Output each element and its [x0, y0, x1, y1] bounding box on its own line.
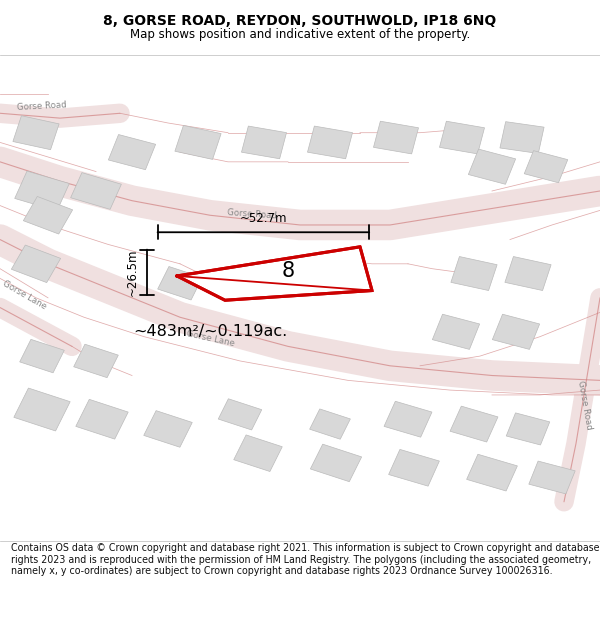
Text: Contains OS data © Crown copyright and database right 2021. This information is : Contains OS data © Crown copyright and d…	[11, 543, 599, 576]
Text: Gorse Lane: Gorse Lane	[185, 329, 235, 349]
Bar	[23, 196, 73, 234]
Polygon shape	[177, 247, 372, 300]
Bar	[469, 149, 515, 184]
Bar	[439, 121, 485, 154]
Bar	[389, 449, 439, 486]
Bar	[71, 173, 121, 209]
Bar	[109, 134, 155, 170]
Bar	[11, 245, 61, 282]
Bar	[74, 344, 118, 377]
Text: Gorse Road: Gorse Road	[576, 379, 594, 430]
Text: Gorse Road: Gorse Road	[17, 100, 67, 112]
Bar	[158, 266, 202, 300]
Bar	[241, 126, 287, 159]
Bar	[433, 314, 479, 349]
Bar	[234, 435, 282, 471]
Bar	[76, 399, 128, 439]
Bar	[506, 413, 550, 445]
Bar	[450, 406, 498, 442]
Text: 8: 8	[281, 261, 295, 281]
Bar	[524, 151, 568, 182]
Bar	[218, 399, 262, 430]
Bar	[307, 126, 353, 159]
Text: Map shows position and indicative extent of the property.: Map shows position and indicative extent…	[130, 28, 470, 41]
Bar	[384, 401, 432, 437]
Bar	[15, 171, 69, 211]
Bar	[175, 126, 221, 159]
Text: Gorse Road: Gorse Road	[227, 208, 277, 221]
Bar	[373, 121, 419, 154]
Text: 8, GORSE ROAD, REYDON, SOUTHWOLD, IP18 6NQ: 8, GORSE ROAD, REYDON, SOUTHWOLD, IP18 6…	[103, 14, 497, 28]
Bar	[500, 122, 544, 154]
Bar	[310, 444, 362, 482]
Bar	[20, 339, 64, 372]
Text: ~483m²/~0.119ac.: ~483m²/~0.119ac.	[133, 324, 287, 339]
Bar	[144, 411, 192, 447]
Bar	[493, 314, 539, 349]
Bar	[505, 256, 551, 291]
Bar	[310, 409, 350, 439]
Text: ~52.7m: ~52.7m	[239, 212, 287, 225]
Bar	[467, 454, 517, 491]
Text: ~26.5m: ~26.5m	[125, 249, 139, 296]
Bar	[13, 116, 59, 149]
Bar	[14, 388, 70, 431]
Text: Gorse Lane: Gorse Lane	[1, 279, 47, 311]
Bar	[529, 461, 575, 494]
Bar	[451, 256, 497, 291]
